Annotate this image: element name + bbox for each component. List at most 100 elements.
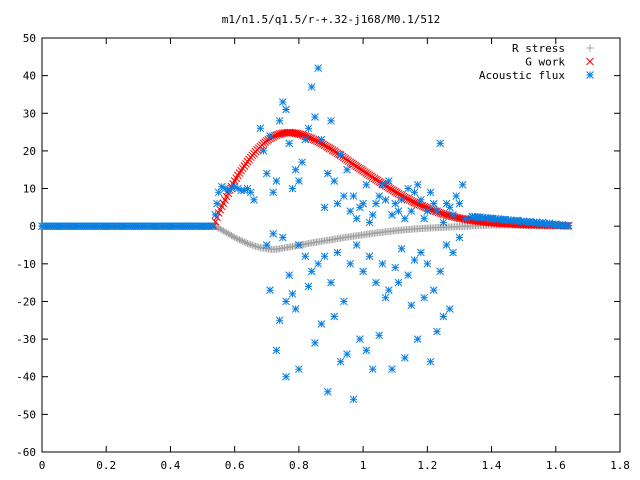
data-point	[336, 150, 345, 159]
y-tick-label: -60	[16, 446, 36, 459]
data-point	[278, 98, 287, 106]
data-point	[317, 320, 326, 328]
data-point	[420, 214, 428, 223]
data-point	[213, 199, 221, 208]
data-point	[558, 220, 567, 229]
data-point	[237, 166, 245, 175]
x-tick-label: 0.8	[289, 459, 309, 472]
y-tick-label: -10	[16, 258, 36, 271]
data-point	[426, 357, 435, 366]
data-point	[352, 214, 361, 223]
data-point	[420, 293, 428, 302]
data-point	[545, 219, 554, 228]
data-point	[410, 188, 419, 197]
data-point	[453, 214, 462, 222]
data-point	[404, 184, 412, 193]
data-point	[445, 305, 454, 313]
x-tick-label: 1.4	[482, 459, 502, 472]
data-point	[391, 199, 400, 208]
data-point	[394, 207, 403, 215]
data-point	[247, 241, 255, 249]
data-point	[320, 252, 329, 261]
data-point	[301, 252, 310, 261]
data-point	[211, 211, 220, 219]
data-point	[234, 235, 242, 243]
data-point	[506, 216, 515, 225]
data-point	[256, 124, 265, 133]
data-point	[384, 286, 393, 295]
data-point	[295, 177, 303, 185]
data-point	[244, 239, 252, 247]
data-point	[375, 192, 384, 200]
y-tick-label: 0	[29, 220, 36, 233]
data-point	[362, 346, 371, 355]
y-tick-label: -30	[16, 333, 36, 346]
x-tick-label: 1.8	[610, 459, 630, 472]
data-point	[327, 278, 335, 287]
data-point	[526, 217, 534, 226]
data-point	[426, 188, 435, 197]
data-point	[372, 199, 380, 208]
data-point	[346, 259, 355, 268]
data-point	[352, 241, 361, 249]
data-point	[384, 177, 393, 185]
data-point	[282, 372, 290, 381]
data-point	[401, 354, 409, 362]
data-point	[232, 234, 240, 242]
data-point	[272, 346, 281, 355]
x-tick-label: 0.2	[96, 459, 116, 472]
data-point	[449, 211, 457, 219]
data-point	[410, 256, 419, 264]
x-tick-label: 1.6	[546, 459, 566, 472]
data-point	[282, 297, 290, 306]
data-point	[250, 195, 258, 204]
data-point	[304, 124, 313, 133]
x-tick-label: 0	[39, 459, 46, 472]
data-point	[38, 222, 46, 231]
data-point	[237, 236, 245, 244]
data-point	[259, 147, 268, 155]
data-point	[238, 164, 247, 173]
data-point	[417, 248, 425, 257]
data-point	[551, 220, 560, 228]
y-tick-label: -40	[16, 371, 36, 384]
data-point	[539, 218, 547, 227]
data-point	[118, 222, 127, 231]
data-point	[442, 241, 451, 249]
data-point	[311, 113, 319, 121]
data-point	[311, 339, 319, 347]
data-point	[291, 165, 300, 174]
data-point	[314, 64, 323, 72]
data-point	[327, 116, 335, 125]
data-point	[391, 263, 400, 272]
data-point	[474, 213, 483, 222]
data-point	[333, 199, 342, 208]
series-acoustic-flux	[38, 64, 573, 404]
data-point	[214, 188, 223, 197]
y-tick-label: 50	[23, 32, 36, 45]
data-point	[407, 301, 416, 310]
data-point	[102, 222, 111, 231]
data-point	[445, 203, 454, 212]
data-point	[481, 214, 489, 222]
data-point	[239, 237, 247, 245]
chart-title: m1/n1.5/q1.5/r-+.32-j168/M0.1/512	[222, 13, 441, 26]
data-point	[375, 331, 384, 340]
data-point	[307, 83, 316, 91]
data-point	[388, 365, 396, 374]
y-tick-label: 40	[23, 70, 36, 83]
data-point	[269, 229, 278, 238]
legend-label: Acoustic flux	[479, 69, 565, 82]
data-point	[314, 259, 323, 268]
data-point	[378, 259, 387, 268]
data-point	[500, 215, 509, 224]
data-point	[290, 129, 298, 137]
data-point	[317, 135, 326, 144]
data-point	[407, 207, 416, 215]
legend-marker	[586, 44, 594, 52]
x-tick-label: 1	[360, 459, 367, 472]
data-point	[339, 192, 348, 200]
data-point	[288, 184, 297, 193]
data-point	[266, 132, 274, 140]
